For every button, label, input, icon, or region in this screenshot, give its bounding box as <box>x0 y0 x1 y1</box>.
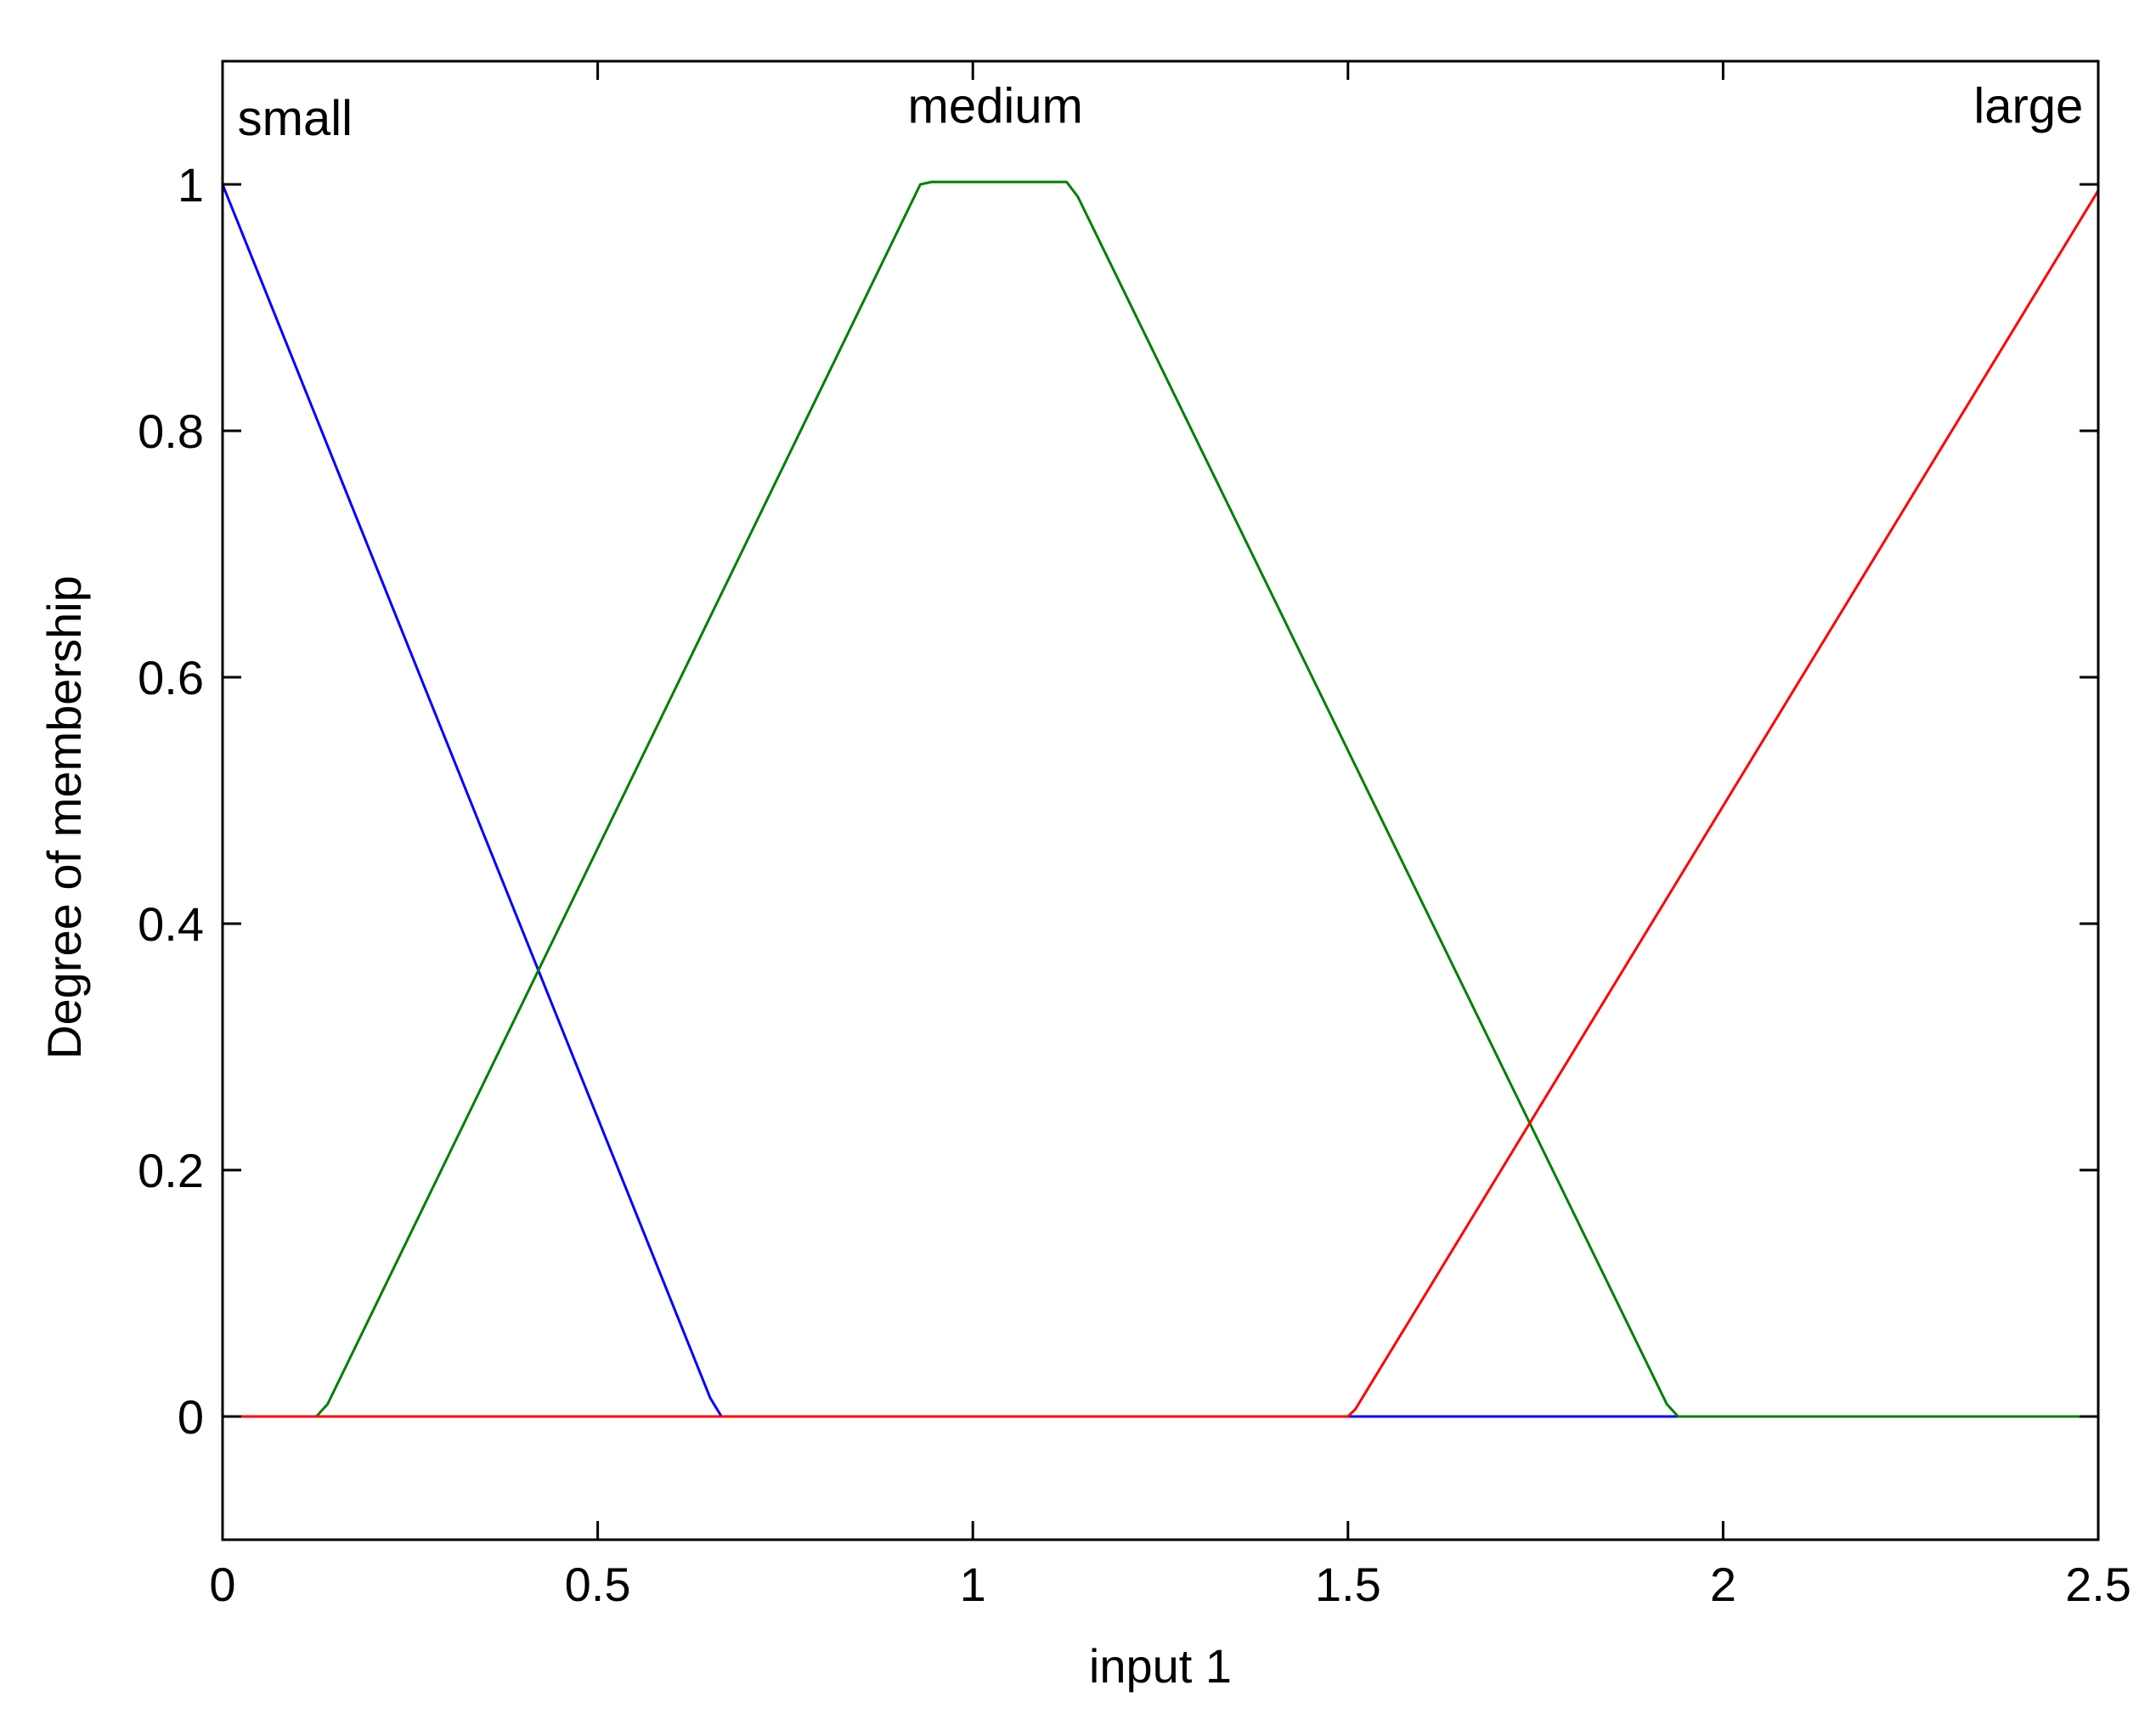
y-tick-label: 1 <box>178 158 204 212</box>
plot-frame <box>221 59 2100 1541</box>
ticks-layer <box>221 61 2100 1540</box>
x-axis-label: input 1 <box>1089 1639 1232 1693</box>
series-line-small <box>221 184 2098 1418</box>
x-tick-label: 0 <box>209 1558 235 1611</box>
curve-labels-layer: small medium large <box>238 79 2084 147</box>
y-tick-label: 0.2 <box>138 1144 204 1197</box>
series-label-large: large <box>1973 79 2083 134</box>
tick-labels-layer: 0 0.5 1 1.5 2 2.5 0 0.2 0.4 0.6 0.8 1 <box>138 158 2131 1611</box>
y-axis-label: Degree of membership <box>37 575 91 1060</box>
series-label-small: small <box>238 91 353 146</box>
x-tick-label: 1.5 <box>1315 1558 1381 1611</box>
series-label-medium: medium <box>908 79 1083 134</box>
curves-layer <box>221 180 2100 1418</box>
x-tick-label: 2 <box>1710 1558 1736 1611</box>
series-line-large <box>223 189 2100 1418</box>
y-tick-label: 0.4 <box>138 897 204 951</box>
y-tick-label: 0.6 <box>138 651 204 704</box>
y-tick-label: 0 <box>178 1390 204 1444</box>
series-line-medium <box>223 180 2098 1418</box>
x-tick-label: 1 <box>960 1558 986 1611</box>
x-tick-label: 2.5 <box>2065 1558 2131 1611</box>
y-tick-label: 0.8 <box>138 404 204 458</box>
x-tick-label: 0.5 <box>565 1558 631 1611</box>
